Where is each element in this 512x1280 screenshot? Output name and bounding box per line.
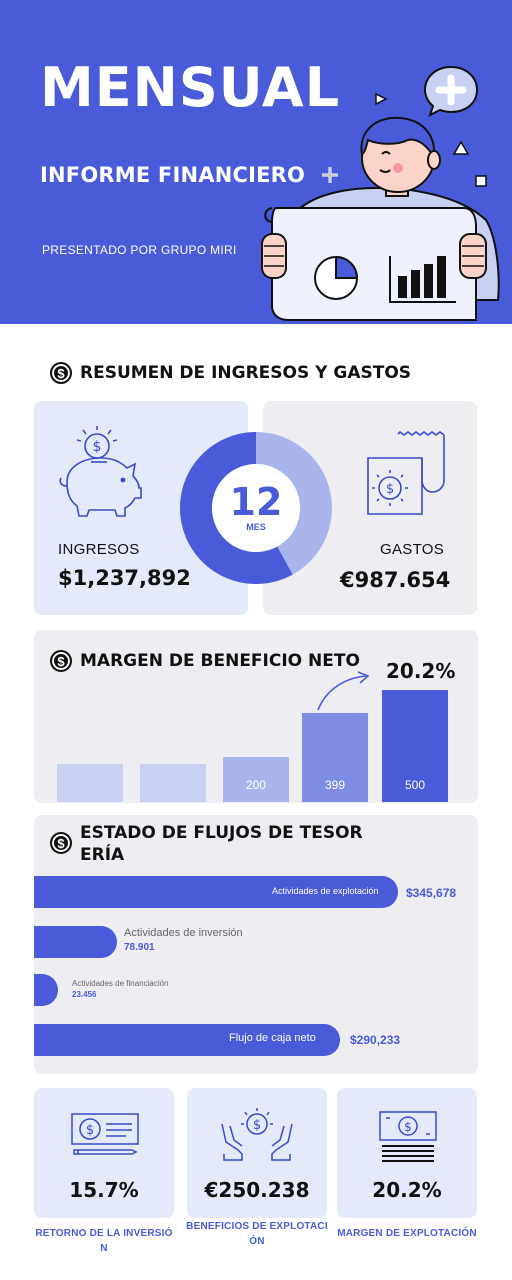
plus-sparkle-icon bbox=[322, 167, 338, 183]
margin-bar-chart: 200 399 500 bbox=[34, 630, 478, 803]
cashflow-net-label: Flujo de caja neto bbox=[229, 1032, 316, 1044]
speech-bubble-plus-icon bbox=[423, 65, 479, 117]
margin-bar-3 bbox=[223, 757, 289, 802]
triangle-up-icon bbox=[452, 140, 470, 155]
cashflow-bar-investing bbox=[34, 926, 117, 958]
cashflow-financing-label: Actividades de financiación bbox=[72, 979, 169, 988]
dollar-coin-icon: $ bbox=[50, 832, 72, 854]
month-donut-chart bbox=[180, 432, 332, 584]
month-label: MES bbox=[246, 522, 266, 532]
growth-arrow-icon bbox=[317, 671, 370, 711]
person-holding-report-illustration bbox=[261, 116, 500, 321]
cashflow-financing-value: 23.456 bbox=[72, 990, 97, 999]
kpi-operating-profit-caption-line1: BENEFICIOS DE EXPLOTACI bbox=[186, 1221, 328, 1232]
donut-share-arc bbox=[180, 432, 293, 584]
income-label: INGRESOS bbox=[58, 541, 140, 558]
margin-percent: 20.2% bbox=[386, 659, 456, 683]
report-title: MENSUAL bbox=[40, 56, 341, 119]
receipt-icon: $ bbox=[367, 430, 445, 515]
kpi-operating-margin-caption: MARGEN DE EXPLOTACIÓN bbox=[332, 1226, 482, 1241]
summary-title-text: RESUMEN DE INGRESOS Y GASTOS bbox=[80, 363, 412, 383]
expense-value: €987.654 bbox=[340, 568, 451, 592]
kpi-card-operating-margin bbox=[337, 1088, 477, 1218]
presenter-text: PRESENTADO POR GRUPO MIRI bbox=[42, 243, 237, 257]
margin-bar-4 bbox=[302, 712, 368, 802]
cashflow-investing-value: 78.901 bbox=[124, 942, 155, 953]
svg-text:$: $ bbox=[404, 1120, 412, 1134]
cashflow-investing-label: Actividades de inversión bbox=[124, 927, 243, 939]
dollar-coin-icon: $ bbox=[50, 650, 72, 672]
cashflow-net-value: $290,233 bbox=[350, 1033, 401, 1047]
month-number: 12 bbox=[229, 480, 283, 524]
cheque-pen-icon: $ bbox=[71, 1113, 139, 1155]
kpi-roi-caption-line2: N bbox=[100, 1243, 108, 1254]
summary-section-title: $ RESUMEN DE INGRESOS Y GASTOS bbox=[50, 362, 411, 384]
header-banner: MENSUAL INFORME FINANCIERO PRESENTADO PO… bbox=[0, 0, 512, 324]
margin-bar-label-3: 200 bbox=[245, 778, 267, 792]
kpi-operating-margin-caption-line1: MARGEN DE EXPLOTACIÓN bbox=[337, 1228, 477, 1239]
kpi-roi-caption: RETORNO DE LA INVERSIÓ N bbox=[29, 1226, 179, 1256]
cashflow-title-line2: ERÍA bbox=[80, 845, 125, 865]
cashflow-section-title: $ ESTADO DE FLUJOS DE TESOR ERÍA bbox=[50, 822, 363, 866]
cashflow-operating-label: Actividades de explotación bbox=[272, 886, 379, 896]
margin-bar-label-5: 500 bbox=[404, 778, 426, 792]
kpi-operating-profit-caption-line2: ÓN bbox=[249, 1236, 265, 1247]
margin-bar-label-4: 399 bbox=[324, 778, 346, 792]
kpi-roi-caption-line1: RETORNO DE LA INVERSIÓ bbox=[35, 1228, 173, 1239]
svg-text:$: $ bbox=[253, 1118, 261, 1133]
cashflow-bar-net bbox=[34, 1024, 340, 1056]
margin-bar-5 bbox=[382, 690, 448, 802]
margin-bar-2 bbox=[140, 764, 206, 802]
cash-stack-icon: $ bbox=[379, 1111, 437, 1162]
donut-center bbox=[212, 464, 300, 552]
kpi-operating-profit-caption: BENEFICIOS DE EXPLOTACI ÓN bbox=[182, 1219, 332, 1249]
kpi-operating-margin-value: 20.2% bbox=[372, 1178, 442, 1202]
expense-label: GASTOS bbox=[380, 541, 445, 558]
cashflow-operating-value: $345,678 bbox=[406, 886, 457, 900]
kpi-roi-value: 15.7% bbox=[69, 1178, 139, 1202]
dollar-coin-icon: $ bbox=[50, 362, 72, 384]
svg-text:$: $ bbox=[93, 439, 102, 455]
triangle-icon bbox=[375, 92, 388, 106]
square-icon bbox=[475, 175, 487, 187]
hands-coin-icon: $ bbox=[221, 1108, 293, 1161]
svg-text:$: $ bbox=[386, 482, 394, 497]
cashflow-title-line1: ESTADO DE FLUJOS DE TESOR bbox=[80, 823, 363, 843]
svg-text:$: $ bbox=[86, 1123, 94, 1138]
piggy-bank-icon: $ bbox=[59, 426, 142, 517]
cashflow-bar-operating bbox=[34, 876, 398, 908]
kpi-operating-profit-value: €250.238 bbox=[204, 1178, 310, 1202]
margin-section-title: $ MARGEN DE BENEFICIO NETO bbox=[50, 650, 360, 672]
kpi-card-roi bbox=[34, 1088, 174, 1218]
income-value: $1,237,892 bbox=[58, 566, 191, 590]
report-subtitle: INFORME FINANCIERO bbox=[40, 163, 306, 187]
margin-bar-1 bbox=[57, 764, 123, 802]
margin-title-text: MARGEN DE BENEFICIO NETO bbox=[80, 651, 360, 671]
